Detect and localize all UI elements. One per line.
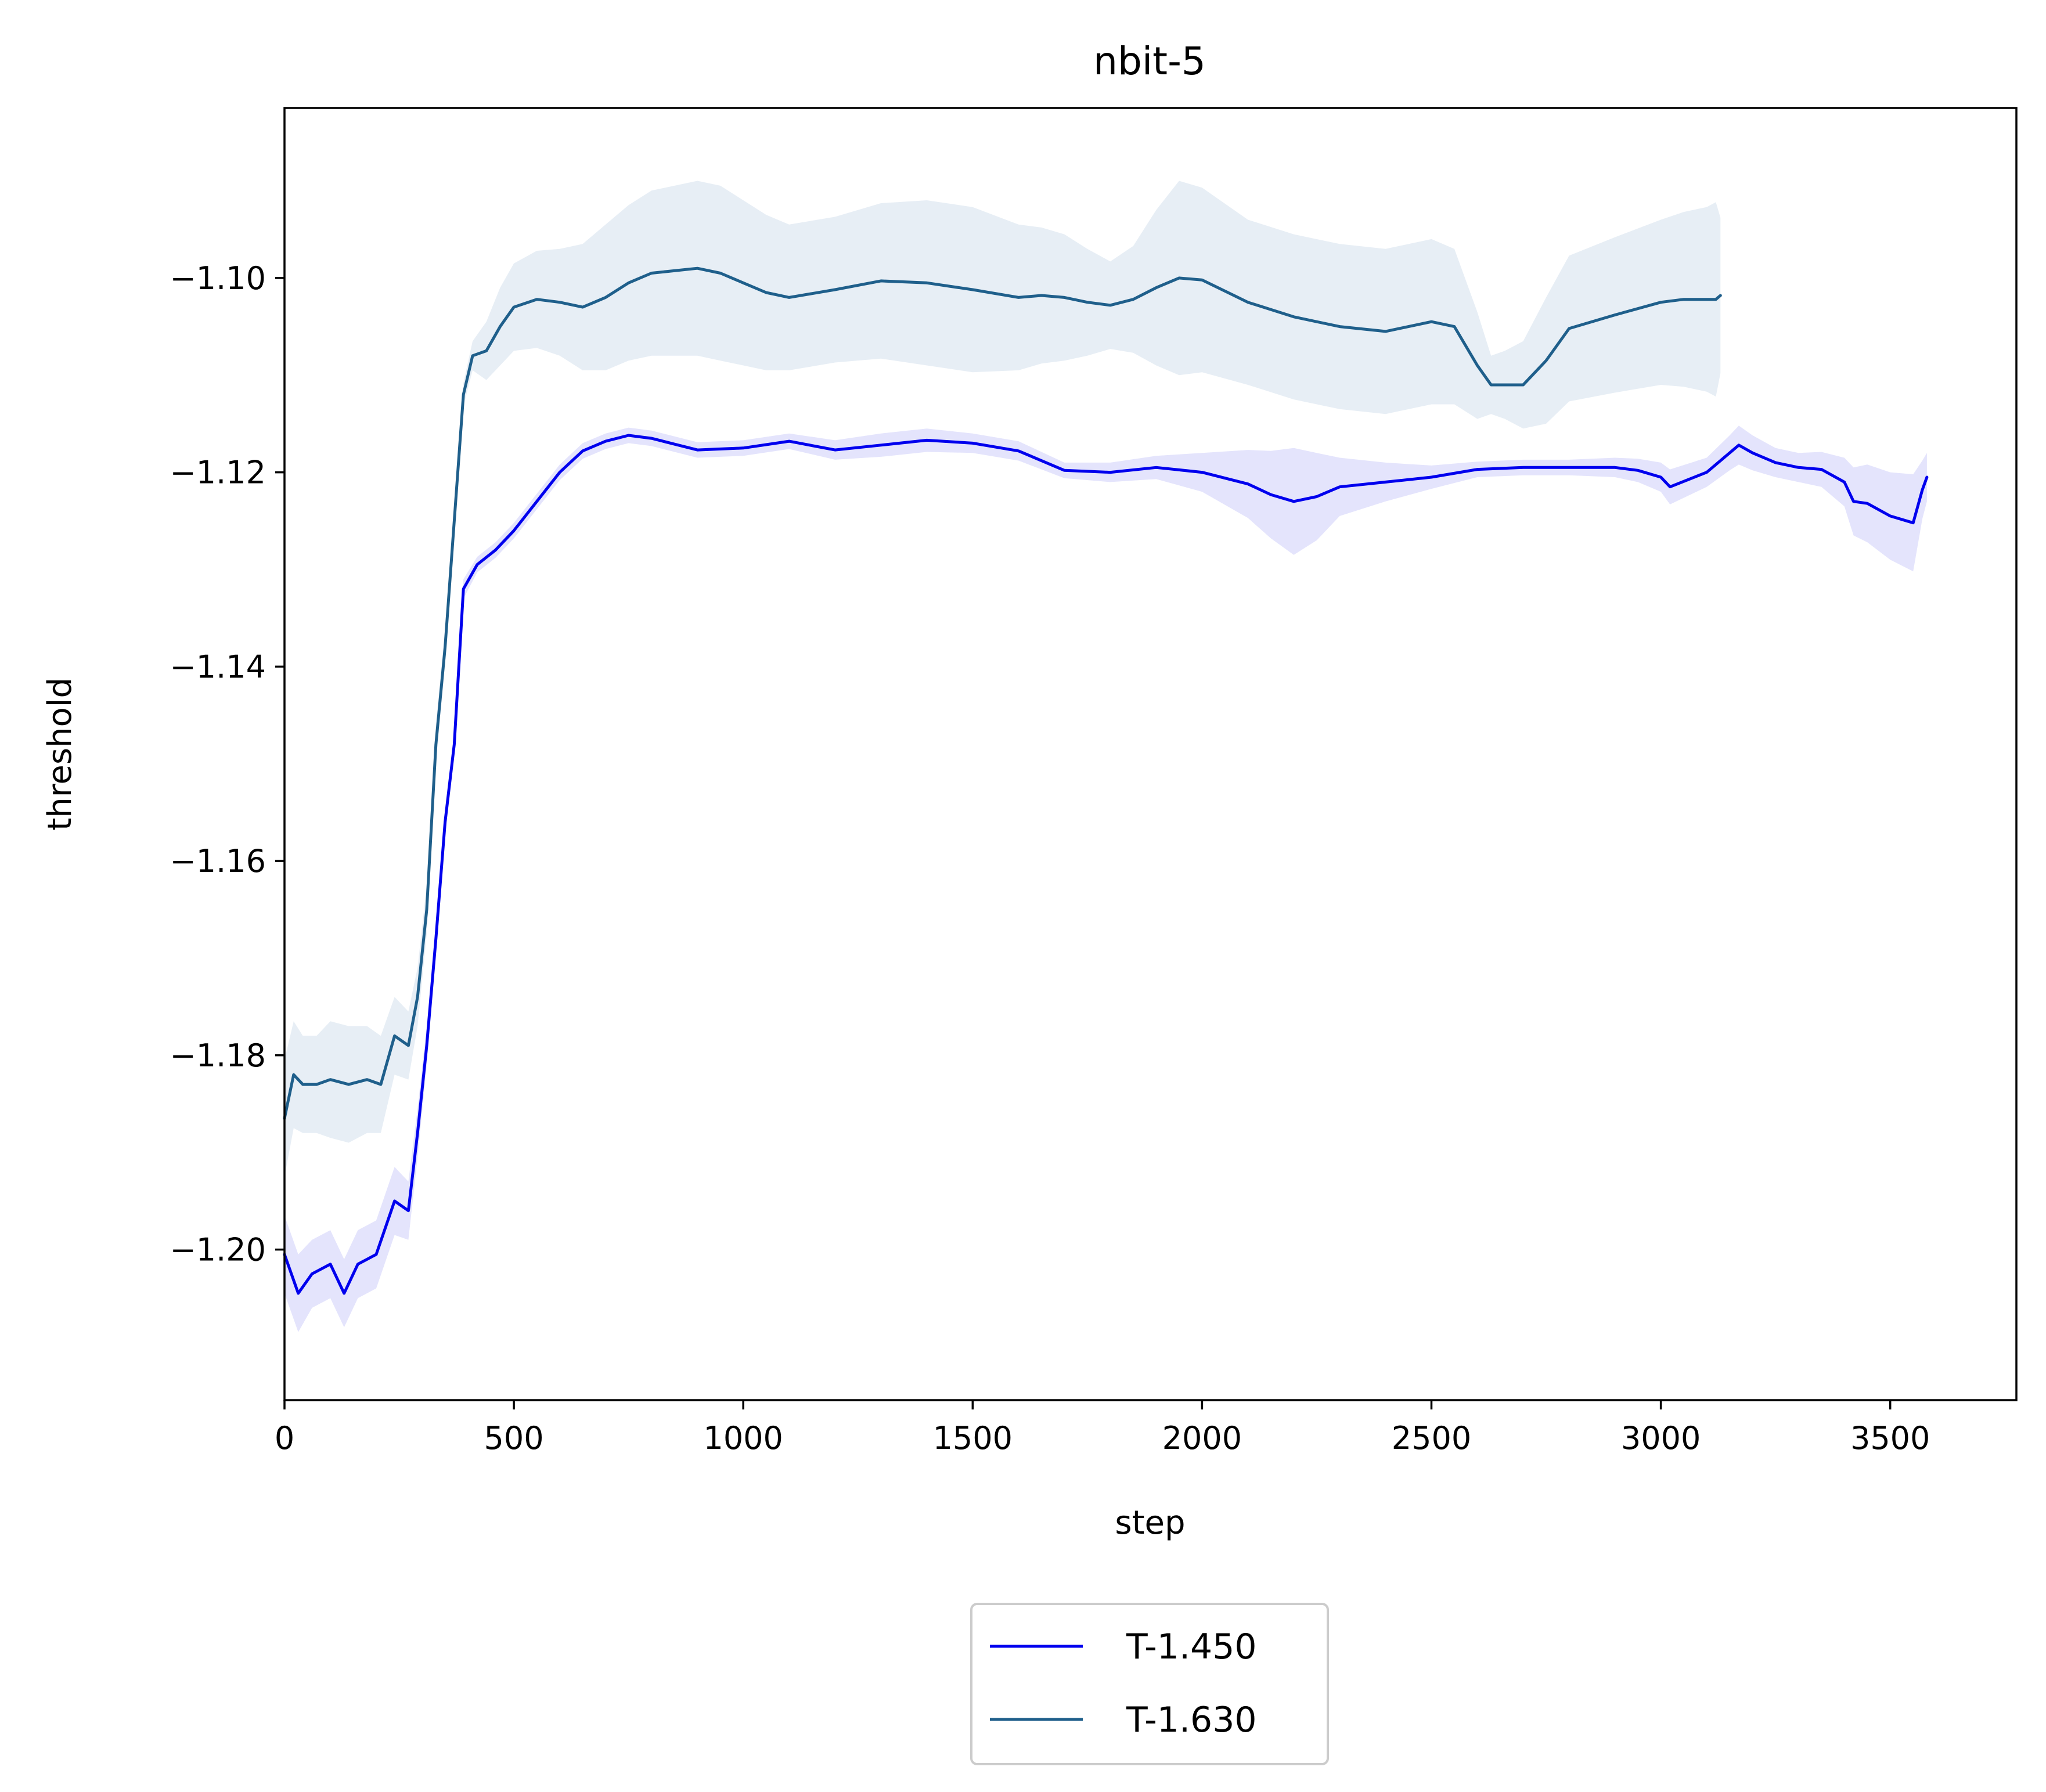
y-tick-label: −1.10 <box>170 260 266 297</box>
y-tick-label: −1.14 <box>170 648 266 685</box>
x-tick-label: 2000 <box>1162 1420 1242 1456</box>
y-tick-label: −1.18 <box>170 1037 266 1074</box>
x-axis-label: step <box>1115 1504 1185 1542</box>
legend-label-t-1630: T-1.630 <box>1126 1700 1257 1740</box>
legend: T-1.450 T-1.630 <box>970 1603 1329 1765</box>
y-axis-label: threshold <box>41 677 79 831</box>
band-t-t1630 <box>284 181 1721 1177</box>
legend-label-t-1450: T-1.450 <box>1126 1627 1257 1667</box>
x-tick-label: 3000 <box>1621 1420 1701 1456</box>
x-tick-label: 3500 <box>1850 1420 1930 1456</box>
x-tick-label: 1500 <box>933 1420 1013 1456</box>
y-tick-label: −1.20 <box>170 1232 266 1268</box>
series-line-t-t1450 <box>283 434 1929 1295</box>
legend-box <box>970 1603 1329 1765</box>
x-axis: 0 500 1000 1500 2000 2500 3000 3500 <box>275 1400 1930 1456</box>
chart-title: nbit-5 <box>1093 39 1206 84</box>
x-tick-label: 1000 <box>703 1420 783 1456</box>
x-tick-label: 500 <box>484 1420 544 1456</box>
x-tick-label: 0 <box>275 1420 294 1456</box>
y-tick-label: −1.16 <box>170 843 266 879</box>
axes-frame <box>283 107 2018 1401</box>
plot-area <box>283 181 1929 1332</box>
series-line-t-t1630 <box>283 266 1722 1120</box>
x-tick-label: 2500 <box>1392 1420 1471 1456</box>
y-axis: −1.20 −1.18 −1.16 −1.14 −1.12 −1.10 <box>170 260 284 1268</box>
y-tick-label: −1.12 <box>170 455 266 491</box>
